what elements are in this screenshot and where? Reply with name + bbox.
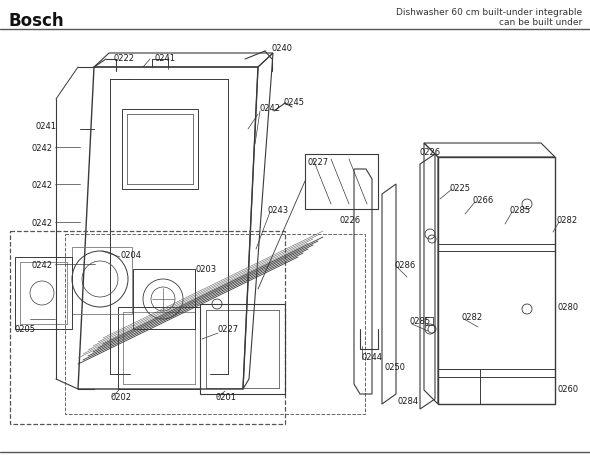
Text: 0222: 0222: [113, 53, 134, 62]
Text: 0266: 0266: [473, 195, 494, 204]
Text: 0282: 0282: [557, 215, 578, 224]
Text: 0242: 0242: [260, 103, 281, 112]
Text: 0260: 0260: [558, 384, 579, 394]
Text: 0284: 0284: [398, 397, 419, 405]
Text: 0285: 0285: [410, 317, 431, 326]
Text: 0205: 0205: [14, 325, 35, 334]
Polygon shape: [305, 155, 378, 210]
Text: 0242: 0242: [31, 143, 52, 152]
Text: 0227: 0227: [218, 325, 239, 334]
Text: 0225: 0225: [450, 183, 471, 192]
Text: 0243: 0243: [268, 205, 289, 214]
Text: Bosch: Bosch: [8, 12, 64, 30]
Text: 0244: 0244: [362, 353, 383, 362]
Text: 0226: 0226: [340, 215, 361, 224]
Text: Dishwasher 60 cm built-under integrable
can be built under: Dishwasher 60 cm built-under integrable …: [396, 8, 582, 27]
Text: 0226: 0226: [420, 147, 441, 156]
Text: 0242: 0242: [31, 218, 52, 227]
Text: 0201: 0201: [216, 393, 237, 402]
Text: 0250: 0250: [385, 363, 406, 372]
Text: 0286: 0286: [395, 260, 417, 269]
Text: 0227: 0227: [308, 157, 329, 166]
Text: 0242: 0242: [31, 180, 52, 189]
Text: 0282: 0282: [462, 313, 483, 322]
Text: 0203: 0203: [196, 265, 217, 274]
Text: 0241: 0241: [35, 121, 56, 130]
Text: 0280: 0280: [558, 303, 579, 312]
Text: 0240: 0240: [272, 43, 293, 52]
Text: 0245: 0245: [284, 97, 305, 106]
Text: 0202: 0202: [110, 393, 131, 402]
Text: 0241: 0241: [154, 53, 175, 62]
Text: 0204: 0204: [120, 250, 141, 259]
Text: 0285: 0285: [510, 205, 531, 214]
Text: 0242: 0242: [31, 260, 52, 269]
